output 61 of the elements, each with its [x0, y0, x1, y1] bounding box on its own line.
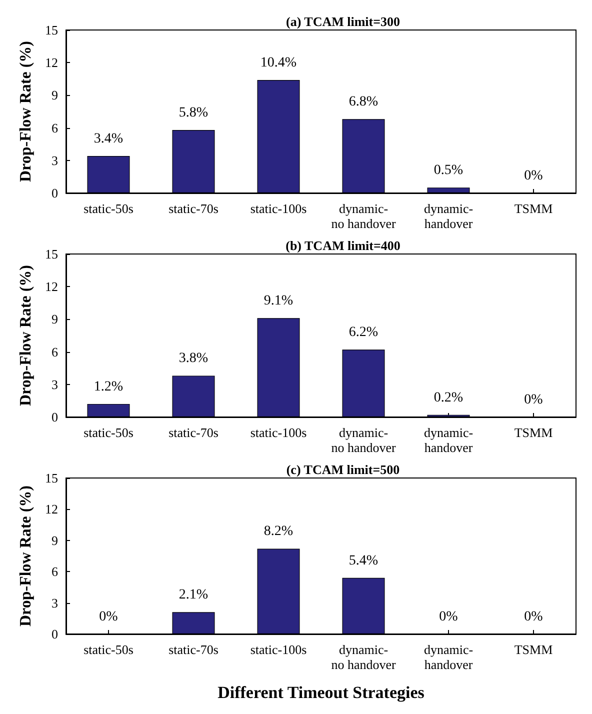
data-label: 2.1%	[178, 588, 208, 603]
y-tick-label: 6	[52, 344, 58, 360]
y-tick-label: 6	[52, 564, 58, 580]
y-tick-label: 0	[52, 186, 58, 200]
y-tick-label: 3	[52, 595, 58, 610]
y-tick-label: 12	[45, 502, 58, 517]
data-label: 0%	[439, 610, 458, 624]
y-tick-label: 15	[45, 246, 58, 262]
data-label: 3.8%	[178, 351, 208, 366]
y-tick-label: 0	[52, 626, 58, 642]
x-tick-label: static-50s	[84, 425, 134, 440]
y-tick-label: 0	[52, 410, 58, 424]
x-tick-label: static-100s	[250, 425, 307, 440]
x-tick-label: dynamic- no handover	[331, 642, 396, 672]
data-label: 6.2%	[348, 325, 378, 340]
x-tick-label: TSMM	[514, 642, 554, 657]
x-tick-label: TSMM	[514, 201, 554, 216]
y-tick-label: 9	[52, 88, 58, 103]
y-tick-label: 6	[52, 120, 58, 136]
data-label: 1.2%	[94, 379, 124, 394]
x-tick-label: static-50s	[84, 201, 134, 216]
chart-title: (a) TCAM limit=300	[286, 14, 400, 29]
y-tick-label: 12	[45, 55, 58, 70]
x-tick-label: static-50s	[84, 642, 134, 657]
data-label: 0%	[524, 610, 544, 624]
x-tick-label: dynamic- handover	[424, 425, 474, 455]
y-axis-title: Drop-Flow Rate (%)	[18, 485, 35, 627]
data-label: 0%	[524, 392, 544, 408]
x-tick-label: dynamic- handover	[424, 201, 474, 231]
y-tick-label: 3	[52, 152, 58, 168]
y-tick-label: 12	[45, 279, 58, 294]
chart-title: (c) TCAM limit=500	[286, 462, 400, 477]
chart-title: (b) TCAM limit=400	[286, 238, 400, 253]
x-axis-title: Different Timeout Strategies	[218, 683, 425, 702]
data-label: 3.4%	[94, 132, 124, 147]
data-label: 10.4%	[260, 55, 297, 70]
data-label: 0%	[99, 610, 118, 624]
x-tick-label: dynamic- no handover	[331, 425, 396, 455]
y-tick-label: 15	[45, 22, 58, 38]
data-label: 6.8%	[348, 94, 378, 110]
data-label: 8.2%	[264, 524, 294, 540]
x-tick-label: static-100s	[250, 642, 307, 657]
data-label: 0.5%	[434, 163, 464, 178]
data-label: 5.8%	[178, 105, 208, 120]
y-tick-label: 3	[52, 376, 58, 392]
y-tick-label: 9	[52, 312, 58, 327]
data-label: 5.4%	[348, 553, 378, 568]
y-tick-label: 15	[45, 470, 58, 486]
x-tick-label: static-100s	[250, 201, 307, 216]
y-tick-label: 9	[52, 532, 58, 548]
y-axis-title: Drop-Flow Rate (%)	[18, 264, 35, 406]
x-tick-label: TSMM	[514, 425, 554, 440]
x-tick-label: dynamic- no handover	[331, 201, 396, 231]
x-tick-label: dynamic- handover	[424, 642, 474, 672]
data-label: 0.2%	[434, 390, 464, 406]
x-tick-label: static-70s	[168, 642, 218, 657]
data-label: 0%	[524, 168, 544, 184]
y-axis-title: Drop-Flow Rate (%)	[18, 40, 35, 182]
data-label: 9.1%	[264, 294, 294, 309]
x-tick-label: static-70s	[168, 425, 218, 440]
x-tick-label: static-70s	[168, 201, 218, 216]
